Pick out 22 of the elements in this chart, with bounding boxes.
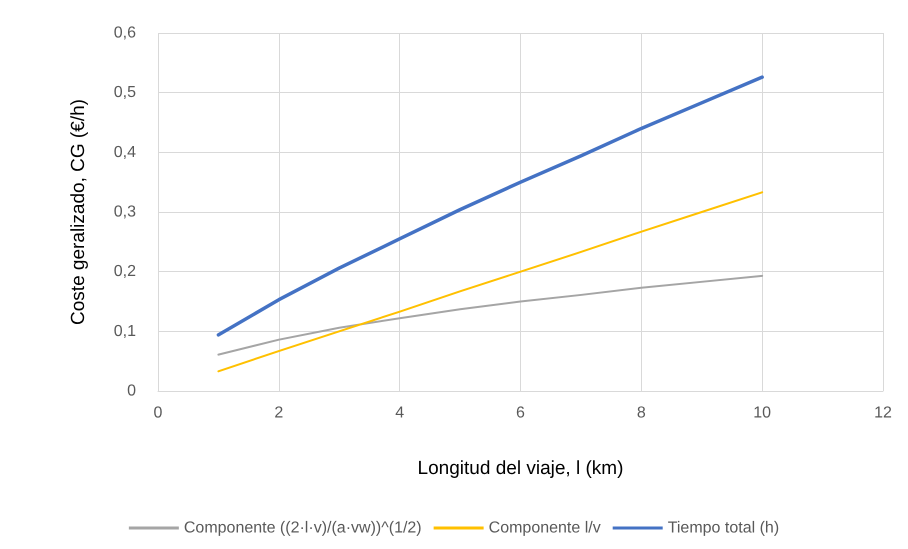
y-tick-label: 0,6 [114,24,136,42]
legend-label: Tiempo total (h) [668,520,780,536]
x-tick-label: 0 [154,404,163,422]
y-tick-label: 0,1 [114,322,136,340]
x-tick-label: 2 [274,404,284,422]
line-series [217,274,764,356]
y-tick-label: 0 [127,382,136,400]
y-axis-title: Coste geralizado, CG (€/h) [68,99,89,325]
y-tick-label: 0,4 [114,144,136,161]
y-tick-label: 0,2 [114,263,136,280]
legend-label: Componente l/v [488,520,601,536]
x-axis-title: Longitud del viaje, l (km) [418,458,624,479]
y-tick-label: 0,5 [114,84,136,102]
line-series [217,191,764,372]
y-tick-label: 0,3 [114,204,136,220]
x-tick-label: 6 [516,404,526,422]
legend-label: Componente ((2·l·v)/(a·vw))^(1/2) [184,520,422,536]
line-series [216,75,764,337]
x-tick-label: 4 [395,404,404,422]
x-tick-label: 10 [753,404,772,422]
x-tick-label: 8 [636,404,646,422]
x-tick-label: 12 [874,404,892,422]
